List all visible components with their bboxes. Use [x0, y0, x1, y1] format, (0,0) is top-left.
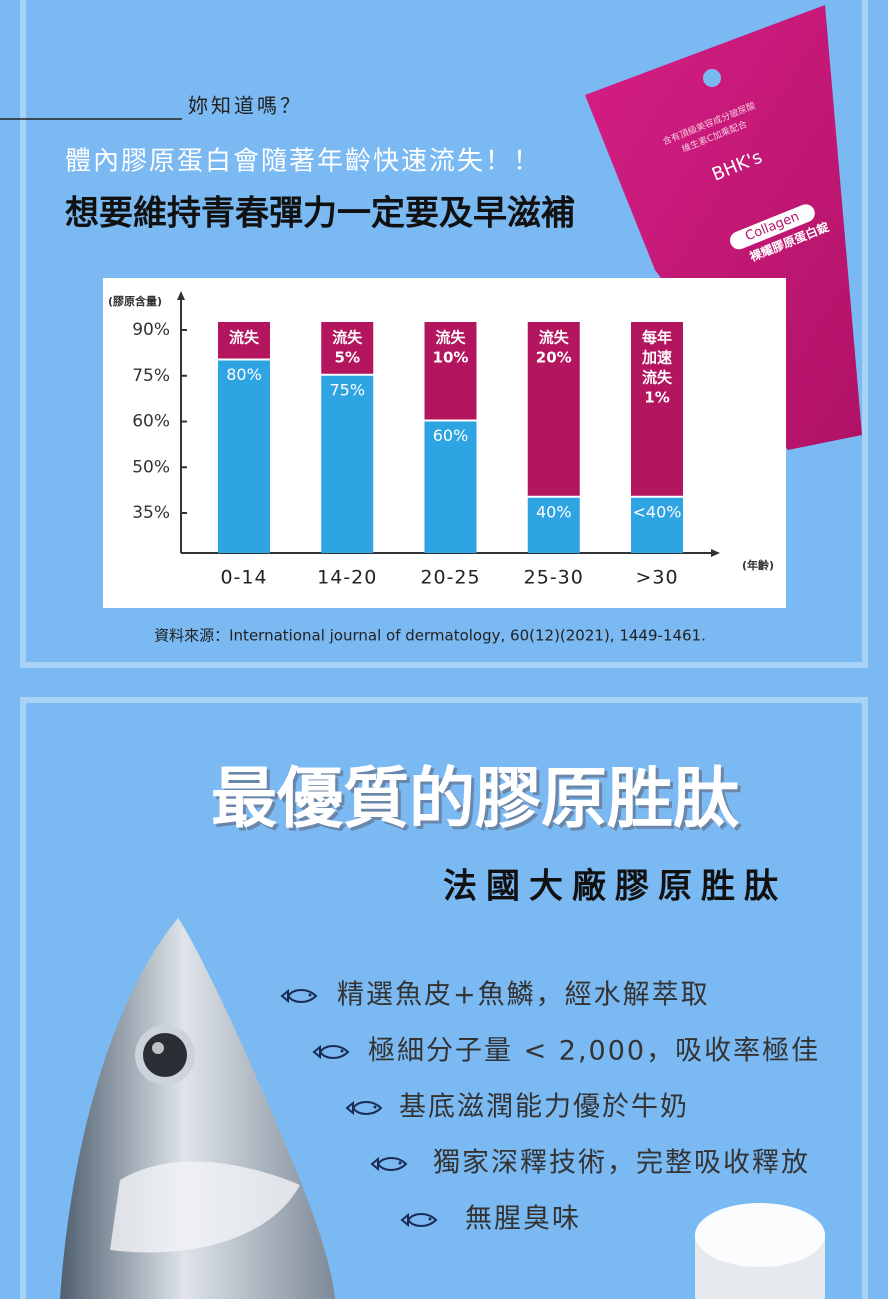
y-tick-label: 90%: [132, 320, 170, 340]
loss-label: 流失: [332, 329, 363, 347]
value-label: 80%: [226, 365, 262, 384]
loss-segment: [527, 322, 580, 496]
axis-arrow: [177, 291, 185, 300]
fish-icon: [345, 1100, 383, 1116]
frame: [20, 0, 868, 668]
section-title-shadow: 最優質的膠原胜肽: [214, 763, 743, 840]
feature: 精選魚皮+魚鱗，經水解萃取: [337, 980, 710, 1011]
fish-icon: [370, 1156, 408, 1172]
fish-icon-shape: [280, 988, 318, 1004]
fish-icon: [280, 988, 318, 1004]
loss-label: 流失: [539, 329, 570, 347]
fish-icon-shape: [312, 1044, 350, 1060]
bar: [631, 497, 683, 553]
fish-icon-shape: [400, 1212, 438, 1228]
bar: [321, 375, 374, 553]
product-pack: 含有頂級美容成分玻尿酸 維生素C加乘配合 BHK's Collagen 裸耀膠原…: [585, 5, 862, 450]
feature: 極細分子量 < 2,000，吸收率極佳: [368, 1036, 820, 1067]
bar: [218, 360, 270, 553]
fish-icon: [312, 1044, 350, 1060]
loss-label: 流失: [642, 369, 673, 387]
loss-label: 5%: [335, 349, 360, 367]
loss-segment: [321, 322, 374, 374]
tablet-illustration: [695, 1203, 825, 1299]
axis-arrow: [711, 549, 720, 557]
bar: [424, 421, 477, 553]
fish-icon-shape: [345, 1100, 383, 1116]
feature: 基底滋潤能力優於牛奶: [399, 1092, 689, 1123]
loss-segment: [631, 322, 683, 496]
value-label: 60%: [433, 426, 469, 445]
loss-label: 流失: [435, 329, 466, 347]
y-tick-label: 35%: [132, 503, 170, 523]
fish-icon: [400, 1212, 438, 1228]
x-tick-label: >30: [635, 567, 678, 589]
y-tick-label: 50%: [132, 457, 170, 477]
fish-icon-eye: [428, 1217, 432, 1221]
fish-icon-shape: [370, 1156, 408, 1172]
x-tick-label: 14-20: [317, 567, 377, 589]
headline: 想要維持青春彈力一定要及早滋補: [65, 194, 575, 234]
loss-label: 1%: [644, 389, 669, 407]
fish-icon-eye: [398, 1161, 402, 1165]
x-tick-label: 0-14: [220, 567, 267, 589]
loss-label: 20%: [536, 349, 572, 367]
loss-segment: [424, 322, 477, 420]
section-subtitle: 法國大廠膠原胜肽: [443, 867, 787, 907]
source: 資料來源：International journal of dermatolog…: [154, 627, 706, 645]
fish-icon-eye: [308, 993, 312, 997]
value-label: 75%: [329, 380, 365, 399]
fish-icon-eye: [340, 1049, 344, 1053]
subtitle: 體內膠原蛋白會隨著年齡快速流失！！: [65, 147, 541, 177]
x-tick-label: 25-30: [524, 567, 584, 589]
feature: 獨家深釋技術，完整吸收釋放: [433, 1148, 810, 1179]
y-tick-label: 60%: [132, 412, 170, 432]
loss-label: 流失: [229, 329, 260, 347]
loss-segment: [218, 322, 270, 359]
bar: [527, 497, 580, 553]
x-tick-label: 20-25: [420, 567, 480, 589]
value-label: <40%: [633, 502, 682, 521]
section-title: 最優質的膠原胜肽: [211, 760, 740, 837]
x-axis-label: (年齡): [742, 558, 774, 572]
loss-label: 每年: [642, 329, 672, 347]
fish-illustration: [60, 918, 335, 1299]
value-label: 40%: [536, 502, 572, 521]
feature: 無腥臭味: [465, 1204, 581, 1235]
y-axis-label: (膠原含量): [108, 294, 162, 308]
loss-label: 10%: [433, 349, 469, 367]
frame: [20, 697, 868, 1299]
fish-icon-eye: [373, 1105, 377, 1109]
loss-label: 加速: [641, 349, 672, 367]
question: 妳知道嗎？: [188, 94, 303, 118]
y-tick-label: 75%: [132, 366, 170, 386]
